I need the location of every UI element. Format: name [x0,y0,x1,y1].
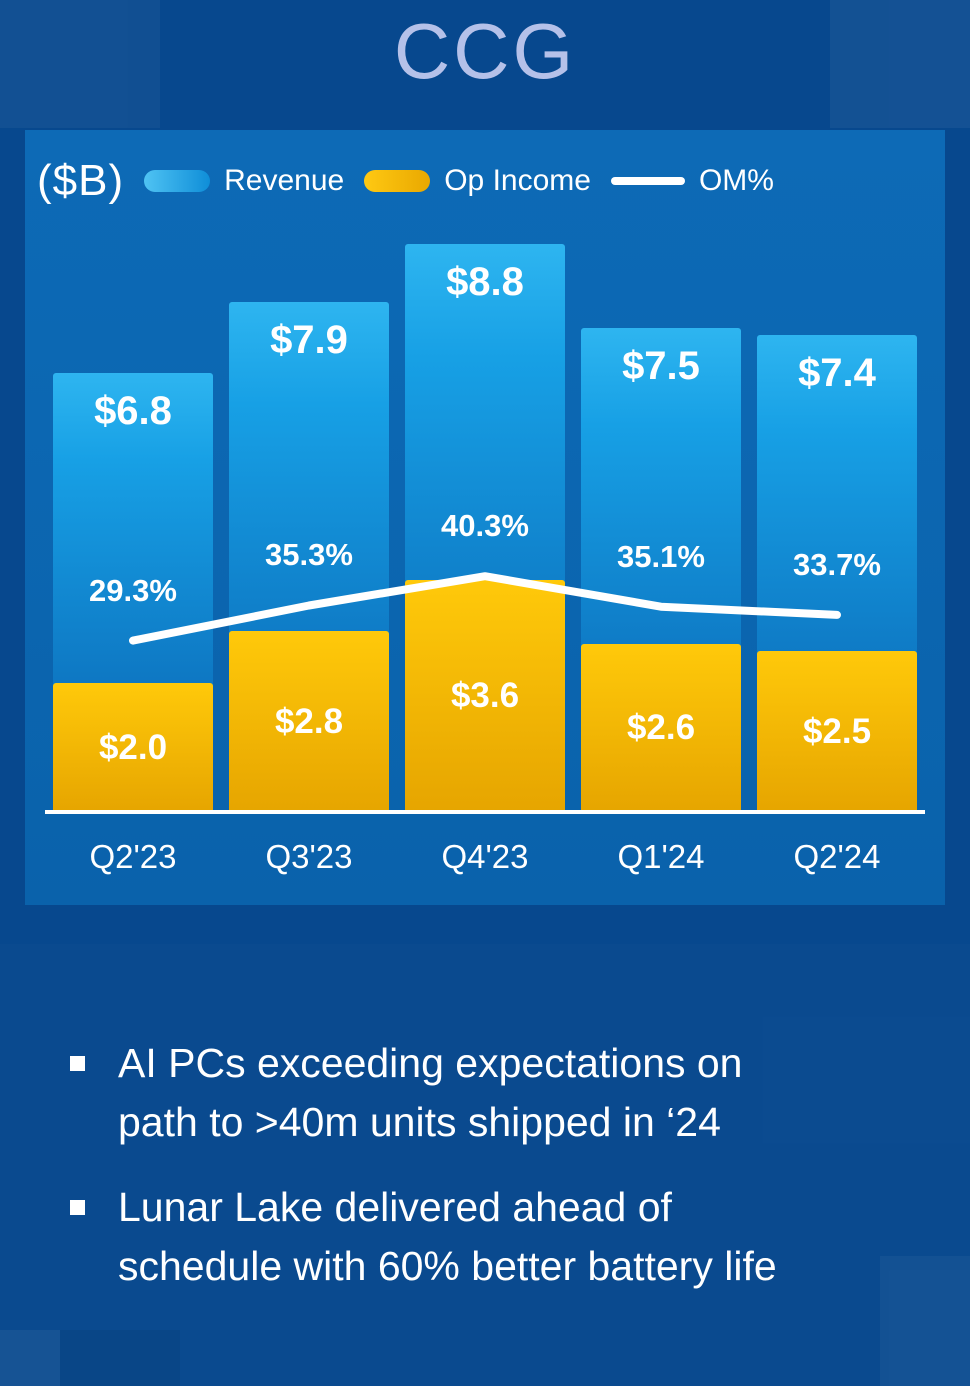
bullet-text: Lunar Lake delivered ahead of schedule w… [118,1184,777,1290]
legend-label-revenue: Revenue [224,164,345,197]
background-tile [0,1330,60,1386]
revenue-swatch-icon [144,170,211,192]
x-axis-label: Q2'24 [793,838,881,875]
plot-area: $6.8 $2.0 29.3% Q2'23 $7.9 $2.8 35.3% Q3'23 $8.8… [45,190,925,875]
op-income-value-label: $2.6 [626,708,696,747]
op-income-bar: $2.5 [757,651,917,812]
page-title: CCG [393,7,577,95]
bullet-text: AI PCs exceeding expectations on path to… [118,1040,743,1146]
bullet-list: AI PCs exceeding expectations on path to… [70,1034,930,1322]
background-tile [60,1330,180,1386]
revenue-value-label: $7.9 [270,318,348,362]
x-axis-label: Q3'23 [265,838,353,875]
x-axis-label: Q1'24 [617,838,705,875]
legend-item-om: OM% [610,164,774,198]
x-axis-label: Q2'23 [89,838,177,875]
om-percent-label: 35.1% [617,539,705,574]
chart-legend: ($B) Revenue Op Income OM% [37,156,794,206]
chart-panel: ($B) Revenue Op Income OM% $6.8 $2.0 29.3%… [25,130,945,905]
legend-item-revenue: Revenue [144,164,344,198]
op-income-bar: $2.6 [581,644,741,812]
op-income-bar: $3.6 [405,580,565,812]
bullet-item: Lunar Lake delivered ahead of schedule w… [70,1178,930,1296]
bullet-square-icon [70,1200,85,1216]
revenue-value-label: $6.8 [94,389,172,433]
om-percent-label: 29.3% [89,573,177,608]
op-income-value-label: $2.0 [98,727,168,767]
bullet-square-icon [70,1056,85,1071]
op-income-swatch-icon [364,170,431,192]
om-line [129,572,841,645]
x-axis-label: Q4'23 [441,838,529,875]
revenue-value-label: $7.4 [798,351,876,395]
legend-label-op-income: Op Income [444,164,591,197]
op-income-value-label: $3.6 [450,676,520,715]
op-income-bar: $2.8 [229,631,389,812]
x-axis-line [45,810,925,814]
revenue-value-label: $8.8 [446,260,524,304]
revenue-value-label: $7.5 [622,344,700,388]
om-line-swatch-icon [610,177,685,185]
legend-label-om: OM% [698,164,774,197]
om-percent-label: 35.3% [265,537,353,572]
op-income-value-label: $2.8 [274,701,344,741]
op-income-value-label: $2.5 [802,711,872,751]
units-label: ($B) [37,156,125,205]
op-income-bar: $2.0 [53,683,213,812]
bullet-item: AI PCs exceeding expectations on path to… [70,1034,930,1152]
legend-item-op-income: Op Income [364,164,591,198]
om-percent-label: 33.7% [793,547,881,582]
om-percent-label: 40.3% [441,508,529,543]
